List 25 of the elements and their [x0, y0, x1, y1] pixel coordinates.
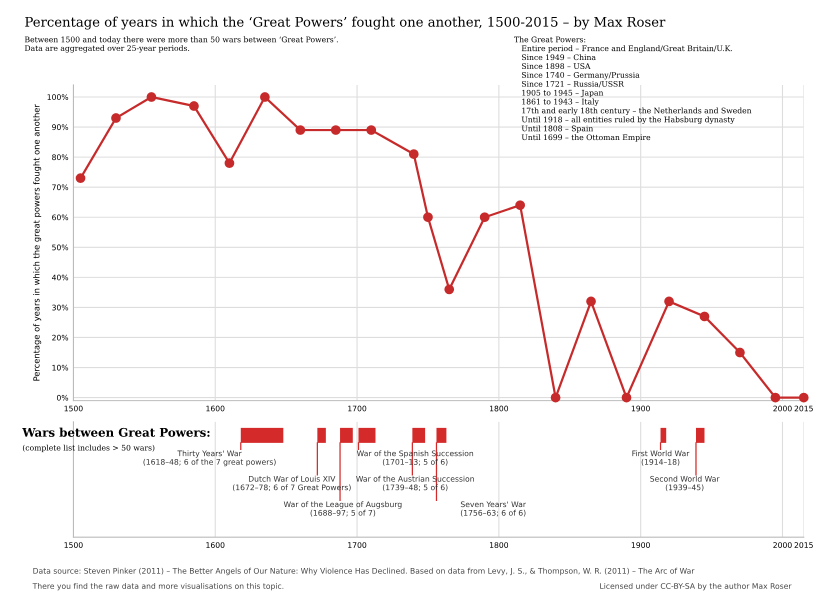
- point: [111, 113, 121, 123]
- point: [260, 92, 270, 102]
- point: [330, 125, 341, 135]
- point: [408, 149, 419, 159]
- point: [423, 212, 433, 222]
- point: [700, 312, 710, 322]
- y-axis-title: Percentage of years in which the great powers fought one another: [33, 104, 42, 381]
- point: [146, 92, 156, 102]
- point: [798, 392, 809, 402]
- point: [770, 392, 780, 402]
- point: [735, 348, 745, 358]
- point: [224, 158, 234, 168]
- point: [480, 212, 490, 222]
- point: [76, 173, 86, 184]
- point: [664, 296, 674, 306]
- point: [366, 125, 376, 135]
- point: [189, 101, 199, 111]
- point: [586, 296, 596, 306]
- point: [550, 392, 560, 402]
- chart-title: Wars between Great Powers:: [22, 428, 210, 437]
- chart-title: Percentage of years in which the ‘Great Powers’ fought one another, 1500-2015 – by Max Roser: [25, 16, 666, 30]
- point: [295, 125, 306, 135]
- point: [444, 284, 454, 294]
- point: [622, 392, 632, 402]
- point: [515, 200, 525, 210]
